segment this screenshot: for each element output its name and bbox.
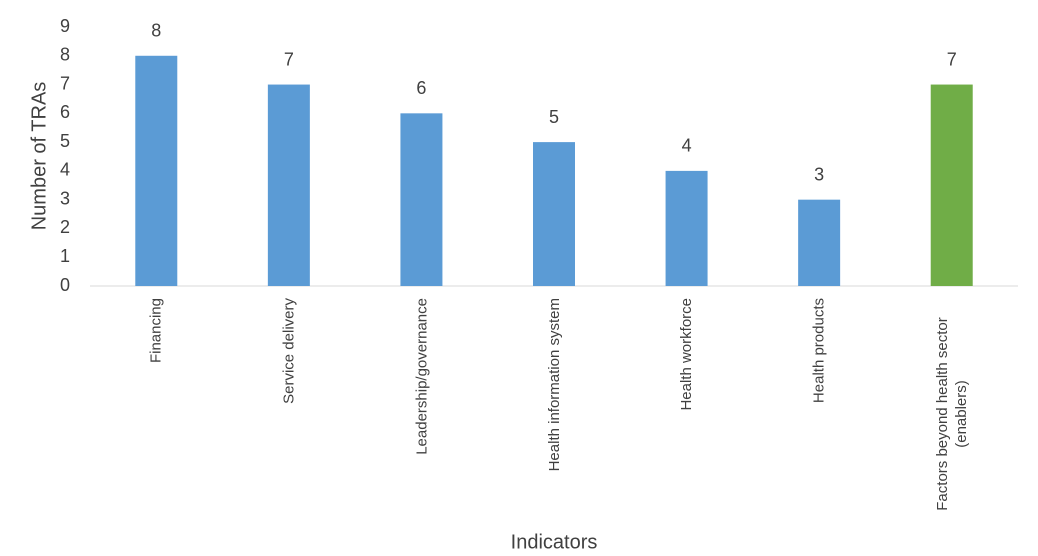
bar bbox=[400, 113, 443, 286]
y-tick-label: 6 bbox=[60, 102, 70, 122]
x-tick-label: Financing bbox=[147, 298, 165, 364]
bar bbox=[665, 170, 708, 286]
bar bbox=[533, 142, 575, 286]
data-label: 3 bbox=[814, 164, 824, 184]
x-tick-label: Service delivery bbox=[280, 298, 298, 404]
bar bbox=[267, 84, 310, 286]
y-tick-label: 5 bbox=[60, 131, 70, 151]
y-axis-title: Number of TRAs bbox=[28, 82, 50, 231]
y-tick-label: 4 bbox=[60, 160, 70, 180]
data-label: 7 bbox=[284, 49, 294, 69]
y-tick-label: 0 bbox=[60, 275, 70, 295]
x-tick-label: Factors beyond health sector (enablers) bbox=[933, 317, 970, 511]
x-tick-label: Health products bbox=[810, 298, 828, 404]
y-tick-label: 7 bbox=[60, 73, 70, 93]
y-tick-label: 8 bbox=[60, 45, 70, 65]
data-label: 6 bbox=[416, 78, 426, 98]
y-tick-label: 2 bbox=[60, 217, 70, 237]
data-label: 8 bbox=[151, 21, 161, 41]
y-tick-label: 3 bbox=[60, 188, 70, 208]
bar bbox=[930, 84, 973, 286]
bar bbox=[798, 199, 841, 286]
x-tick-label: Health information system bbox=[545, 298, 563, 472]
data-label: 7 bbox=[947, 49, 957, 69]
x-axis-title: Indicators bbox=[511, 531, 598, 553]
data-label: 4 bbox=[682, 136, 692, 156]
x-tick-label: Health workforce bbox=[678, 298, 696, 411]
data-label: 5 bbox=[549, 107, 559, 127]
y-tick-label: 1 bbox=[60, 246, 70, 266]
bar bbox=[135, 55, 178, 287]
x-tick-label: Leadership/governance bbox=[412, 298, 430, 455]
y-tick-label: 9 bbox=[60, 16, 70, 36]
